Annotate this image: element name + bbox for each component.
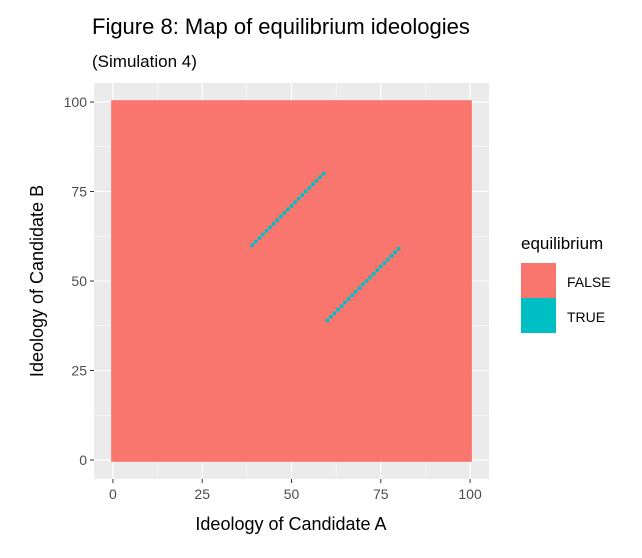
tile-true [332,311,337,316]
tile-true [361,282,365,287]
tile-true [293,200,297,205]
y-tick-label: 50 [71,273,87,289]
tile-true [268,225,272,230]
tile-true [329,315,333,319]
tile-true [318,175,322,179]
tile-true [300,193,304,197]
tile-true [282,211,287,215]
tile-true [393,250,397,255]
tile-true [261,232,265,237]
tile-true [354,289,358,294]
tile-true [307,186,312,190]
tile-true [346,297,351,301]
tile-true [271,221,276,226]
tile-true [364,279,369,283]
x-tick-label: 25 [194,486,210,502]
x-axis-label: Ideology of Candidate A [195,514,386,534]
y-axis-label: Ideology of Candidate B [27,185,47,377]
legend-label-true: TRUE [567,309,605,325]
tile-true [254,239,258,244]
tile-true [386,257,390,262]
tile-true [396,246,401,251]
tile-true [314,178,319,183]
tile-true [296,196,301,201]
tile-true [264,229,269,233]
tile-true [379,264,383,269]
tile-true [325,318,329,323]
chart-subtitle: (Simulation 4) [92,52,197,71]
tile-true [279,214,283,219]
x-tick-label: 50 [284,486,300,502]
tile-true [275,218,279,222]
tile-true [371,272,376,276]
y-tick-label: 25 [71,363,87,379]
tile-true [336,307,340,312]
x-tick-label: 75 [373,486,389,502]
legend-label-false: FALSE [567,274,611,290]
tile-true [304,189,308,194]
y-tick-label: 100 [64,94,88,110]
tile-true [382,261,387,265]
tile-true [339,304,344,308]
tile-true [289,204,294,208]
legend-key-false [521,263,556,298]
tile-true [286,207,290,212]
tile-true [375,268,379,273]
tile-true [250,243,254,247]
x-tick-label: 100 [458,486,482,502]
tile-true [343,300,347,305]
tile-true [257,236,262,240]
legend-key-true [521,298,556,333]
x-tick-label: 0 [109,486,117,502]
tile-true [311,182,315,187]
tile-true [350,293,354,298]
tile-true [357,286,362,290]
chart-title: Figure 8: Map of equilibrium ideologies [92,14,470,39]
y-tick-label: 75 [71,183,87,199]
tile-true [368,275,372,280]
tile-true [321,171,326,176]
tile-true [389,254,394,258]
tile-region-false [111,100,472,462]
legend-title: equilibrium [521,234,603,253]
y-tick-label: 0 [79,452,87,468]
